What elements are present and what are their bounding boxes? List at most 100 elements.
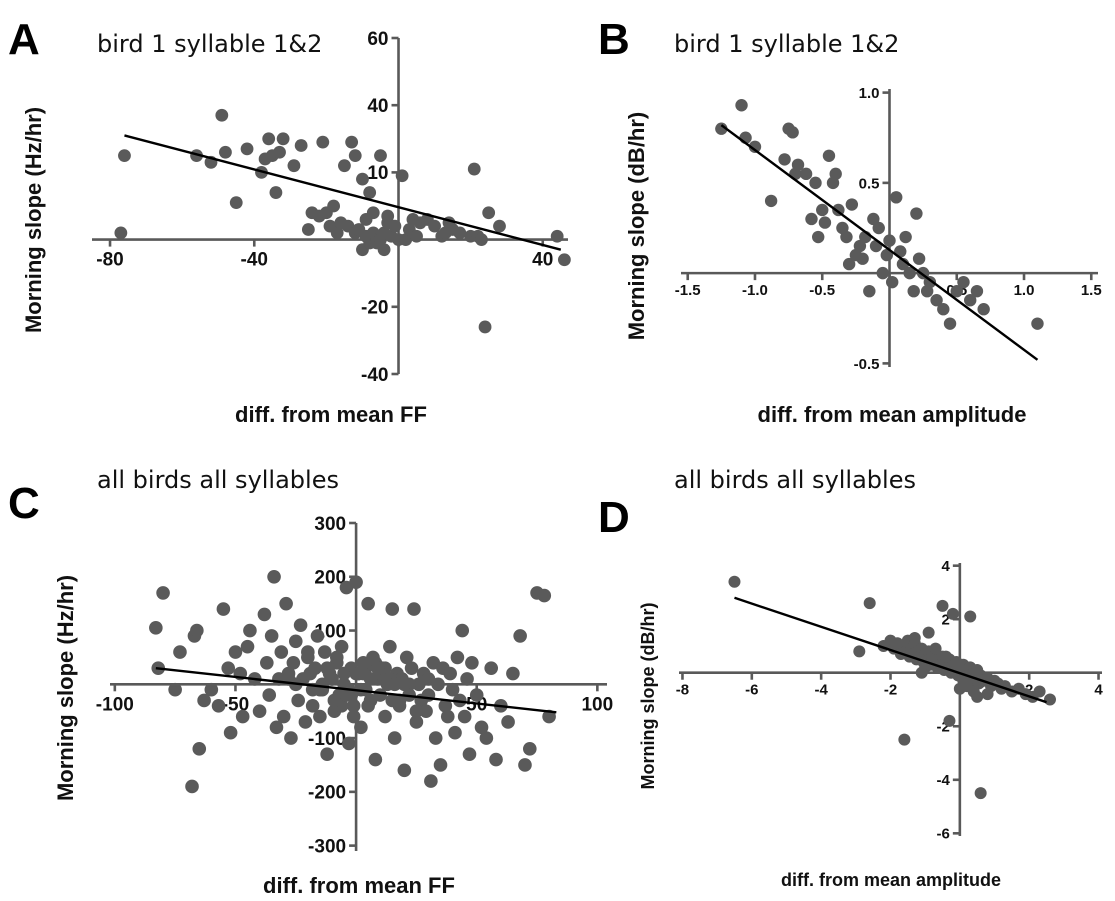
y-tick-label: 1.0 [859,85,880,102]
data-point [930,294,943,307]
data-point [493,219,506,233]
y-axis-title: Morning slope (Hz/hr) [53,575,78,801]
data-point [445,682,460,697]
data-point [339,688,354,702]
panel-title: bird 1 syllable 1&2 [97,30,322,58]
data-point [291,693,305,708]
data-point [907,284,920,298]
data-point [478,320,492,334]
x-tick-label: -1.0 [742,282,768,299]
data-point [387,731,402,745]
data-point [428,219,441,233]
data-point [346,709,361,724]
data-point [715,122,728,135]
data-point [269,186,283,199]
data-point [812,230,825,244]
data-point [361,699,375,713]
data-point [385,602,400,616]
data-point [276,132,290,146]
data-point [450,650,465,665]
x-tick-label: 4 [1094,682,1103,699]
data-point [173,645,187,659]
data-point [939,650,952,663]
data-point [377,243,391,257]
data-point [735,99,748,112]
data-point [267,569,281,584]
data-point [293,618,308,632]
data-point [967,685,980,698]
regression-line [734,596,1047,704]
data-point [114,226,128,240]
data-point [912,252,926,265]
data-point [221,661,236,675]
data-point [809,176,822,190]
data-point [329,650,344,665]
data-point [287,159,301,173]
data-point [424,774,438,788]
data-point [327,199,341,213]
data-point [316,135,330,149]
data-point [371,661,385,675]
data-point [273,145,286,159]
data-point [880,248,894,262]
data-point [829,167,842,181]
data-point [431,677,445,692]
data-point [448,725,462,740]
data-point [260,656,274,670]
data-point [557,253,571,267]
data-point [409,715,424,729]
data-point [419,704,433,718]
data-point [899,230,912,244]
data-point [943,714,956,727]
data-point [513,629,527,643]
data-point [257,607,272,622]
data-point [890,191,903,204]
data-point [440,709,455,724]
data-point [378,709,392,724]
regression-line [155,666,557,714]
data-point [397,763,412,778]
data-point [443,666,457,681]
data-point [320,661,334,675]
y-axis-title: Morning slope (dB/hr) [624,112,649,341]
x-axis-title: diff. from mean FF [263,873,455,898]
data-point [395,169,409,183]
data-point [805,212,818,226]
data-point [399,233,413,247]
x-axis-title: diff. from mean amplitude [758,402,1027,427]
data-point [363,186,377,199]
data-point [537,588,552,603]
data-point [764,194,778,208]
data-point [305,699,320,713]
data-point [361,596,375,611]
data-point [346,699,361,713]
data-point [383,639,397,654]
data-point [908,631,921,644]
panel-letter: C [8,479,40,528]
data-point [286,656,301,670]
data-point [118,149,131,163]
data-point [981,688,994,701]
data-point [950,284,963,298]
data-point [156,586,170,600]
data-point [842,257,856,271]
data-point [262,132,276,146]
data-point [853,239,867,253]
data-point [822,149,836,162]
data-point [374,149,387,163]
data-point [294,139,308,152]
regression-line [720,124,1039,361]
x-axis-title: diff. from mean amplitude [781,870,1001,890]
data-point [397,677,412,692]
data-point [428,731,443,745]
data-point [366,206,380,220]
data-point [235,709,250,724]
data-point [219,145,232,159]
data-point [915,666,928,679]
panel-title: all birds all syllables [674,466,916,494]
x-tick-label: -0.5 [809,282,835,299]
data-point [501,715,515,729]
y-tick-label: 60 [367,29,388,50]
data-point [288,634,303,649]
